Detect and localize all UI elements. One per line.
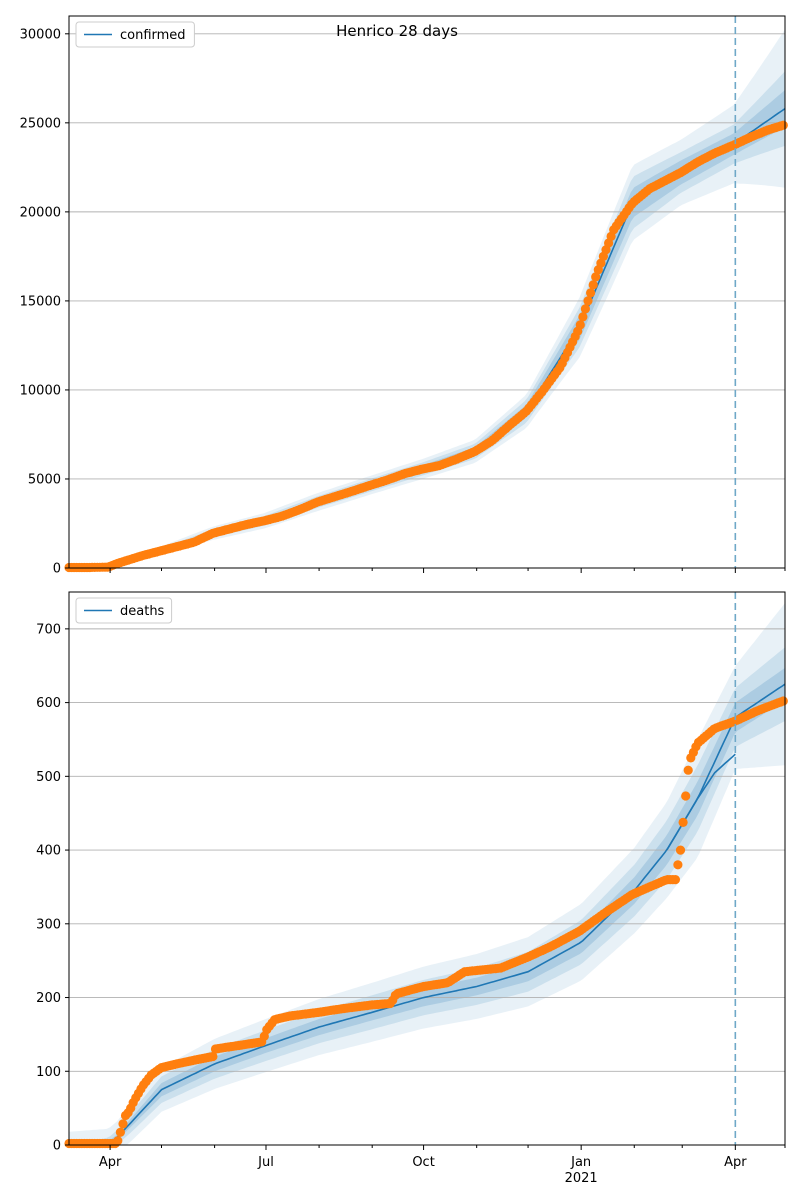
outer-uncertainty-band	[69, 603, 785, 1145]
middle-uncertainty-band	[69, 647, 785, 1145]
deaths-axes-frame	[68, 591, 786, 1146]
confirmed-axes-frame	[68, 15, 786, 569]
y-tick-label: 5000	[28, 472, 61, 487]
confirmed-y-ticks: 0 5000 10000 15000 20000 25000 30000	[20, 27, 69, 577]
observed-point	[578, 312, 588, 322]
y-tick-label: 15000	[20, 294, 61, 309]
observed-point	[670, 875, 681, 885]
observed-point	[591, 272, 601, 282]
deaths-x-ticks: Apr Jul Oct Jan Apr	[99, 1145, 786, 1170]
y-tick-label: 200	[36, 991, 61, 1006]
observed-point	[588, 280, 598, 290]
observed-point	[580, 304, 591, 314]
x-tick-label: Jul	[257, 1155, 274, 1170]
confirmed-series	[64, 107, 788, 573]
y-tick-label: 0	[53, 562, 61, 577]
y-tick-label: 500	[36, 770, 61, 785]
deaths-legend: deaths	[75, 597, 173, 624]
x-tick-label: Apr	[724, 1155, 747, 1170]
confirmed-x-ticks	[109, 568, 786, 573]
y-tick-label: 0	[53, 1139, 61, 1154]
legend-label-deaths: deaths	[120, 604, 165, 619]
y-tick-label: 30000	[20, 27, 61, 42]
observed-point	[778, 696, 788, 706]
y-tick-label: 600	[36, 696, 61, 711]
deaths-series	[64, 683, 788, 1149]
deaths-panel: 0 100 200 300 400 500 600 700 Apr Jul Oct Jan Apr 2…	[36, 591, 788, 1186]
y-tick-label: 300	[36, 917, 61, 932]
x-year-label: 2021	[565, 1171, 598, 1186]
deaths-legend-box	[75, 597, 173, 624]
confirmed-legend-box	[75, 21, 195, 48]
observed-point	[586, 288, 596, 298]
y-tick-label: 100	[36, 1065, 61, 1080]
deaths-y-ticks: 0 100 200 300 400 500 600 700	[36, 622, 69, 1154]
observed-point	[683, 765, 693, 775]
y-tick-label: 10000	[20, 383, 61, 398]
observed-point	[118, 1119, 128, 1129]
observed-point	[675, 845, 686, 855]
observed-point	[673, 860, 683, 870]
x-tick-label: Apr	[99, 1155, 122, 1170]
observed-point	[681, 791, 691, 801]
model-line	[68, 683, 786, 1146]
y-tick-label: 25000	[20, 116, 61, 131]
observed-point	[778, 120, 788, 130]
chart-title: Henrico 28 days	[336, 22, 458, 40]
observed-point	[115, 1127, 125, 1137]
y-tick-label: 20000	[20, 205, 61, 220]
deaths-uncertainty-bands	[69, 603, 785, 1145]
model-past-line	[666, 753, 736, 851]
observed-point	[113, 1136, 123, 1146]
x-tick-label: Oct	[412, 1155, 434, 1170]
x-tick-label: Jan	[570, 1155, 591, 1170]
observed-point	[208, 1051, 218, 1062]
confirmed-legend: confirmed	[75, 21, 195, 48]
confirmed-panel: 0 5000 10000 15000 20000 25000 30000 Henrico 2…	[20, 15, 788, 577]
y-tick-label: 400	[36, 844, 61, 859]
observed-point	[678, 817, 688, 828]
outer-uncertainty-band	[69, 29, 785, 568]
observed-point	[583, 296, 593, 306]
observed-point	[575, 320, 585, 330]
legend-label-confirmed: confirmed	[120, 28, 186, 43]
y-tick-label: 700	[36, 622, 61, 637]
